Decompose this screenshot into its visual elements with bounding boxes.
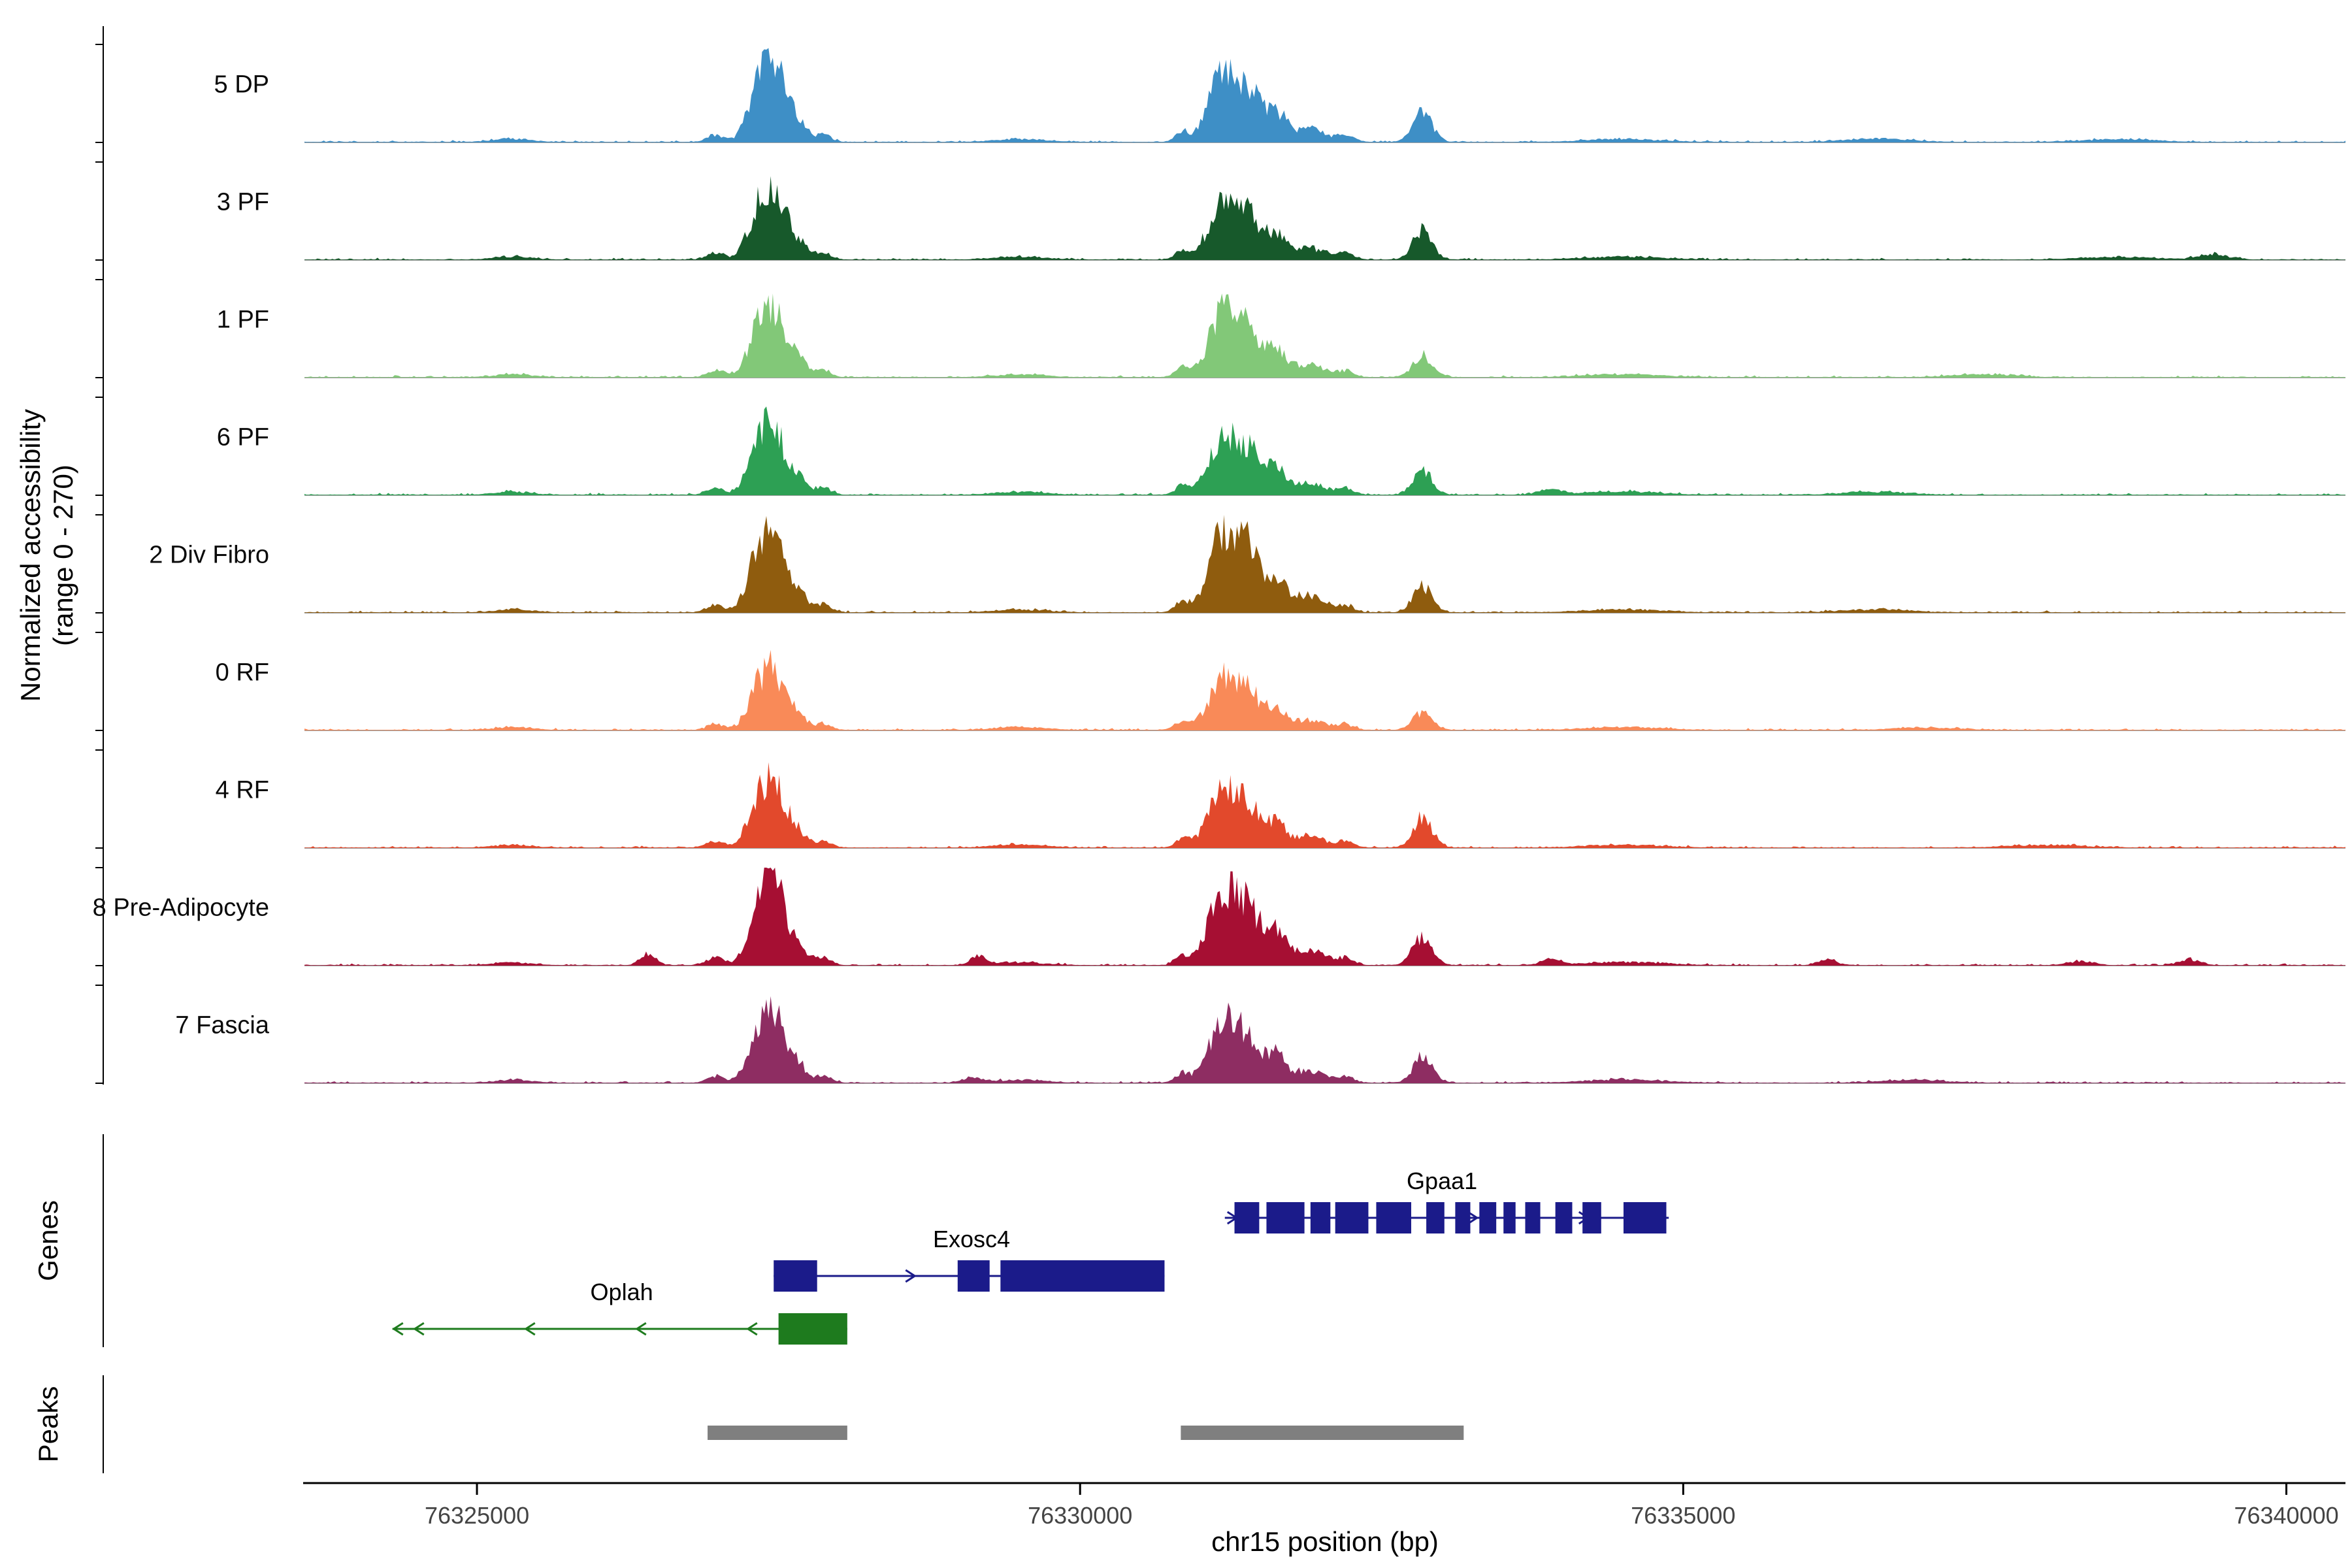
signal-track-plot [304,48,2345,143]
signal-track-plot [304,996,2345,1084]
signal-track-row: 6 PF [0,379,2352,497]
strand-arrow-icon [905,1269,917,1283]
exon-box [774,1260,817,1292]
strand-arrow-icon [1467,1211,1479,1225]
signal-track-plot [304,406,2345,496]
track-label: 7 Fascia [175,1011,269,1039]
signal-track-row: 2 Div Fibro [0,497,2352,614]
exon-box [1555,1202,1573,1233]
exon-box [1335,1202,1369,1233]
strand-arrow-icon [413,1322,425,1336]
signal-track-row: 3 PF [0,144,2352,261]
signal-area [304,515,2345,613]
gene-label: Oplah [591,1279,653,1305]
track-label: 1 PF [216,306,269,334]
signal-track-plot [304,868,2345,966]
exon-box [1000,1260,1165,1292]
exon-box [957,1260,990,1292]
signal-track-row: 0 RF [0,614,2352,732]
exon-box [1455,1202,1471,1233]
gene-model-oplah: Oplah [392,1279,847,1345]
exon-box [1525,1202,1541,1233]
signal-track-row: 7 Fascia [0,967,2352,1085]
strand-arrow-icon [524,1322,536,1336]
signal-area [304,48,2345,142]
signal-track-plot [304,649,2345,731]
x-tick-label: 76330000 [1028,1502,1132,1529]
strand-arrow-icon [392,1322,404,1336]
x-tick-label: 76325000 [425,1502,529,1529]
signal-track-plot [304,515,2345,613]
exon-box [1426,1202,1445,1233]
genes-track: Gpaa1 Exosc4 Oplah [392,1168,1669,1345]
strand-arrow-icon [746,1322,758,1336]
signal-area [304,868,2345,966]
gene-model-gpaa1: Gpaa1 [1224,1168,1669,1233]
signal-track-plot [304,293,2345,378]
exon-box [1479,1202,1497,1233]
signal-area [304,406,2345,495]
genes-section-label: Genes [33,1200,63,1281]
x-tick-label: 76335000 [1631,1502,1735,1529]
exon-box [1623,1202,1667,1233]
track-label: 4 RF [215,776,269,804]
signal-track-row: 5 DP [0,26,2352,144]
peaks-section-label: Peaks [33,1386,63,1463]
track-label: 2 Div Fibro [149,541,269,569]
strand-arrow-icon [635,1322,647,1336]
exon-box [778,1313,847,1345]
signal-area [304,176,2345,260]
signal-track-plot [304,176,2345,261]
tracks-y-axis-title-line2: (range 0 - 270) [48,465,78,646]
x-axis-title: chr15 position (bp) [1211,1526,1439,1557]
peak-region-bar [1181,1426,1464,1440]
exon-box [1310,1202,1331,1233]
track-label: 8 Pre-Adipocyte [92,894,269,922]
gene-model-exosc4: Exosc4 [774,1226,1165,1292]
exon-box [1582,1202,1601,1233]
gene-label: Gpaa1 [1407,1168,1477,1194]
track-label: 3 PF [216,188,269,216]
signal-track-row: 4 RF [0,732,2352,849]
signal-track-row: 8 Pre-Adipocyte [0,849,2352,967]
exon-box [1503,1202,1516,1233]
track-label: 0 RF [215,659,269,687]
peaks-track [708,1426,1464,1440]
tracks-y-axis-title: Normalized accessibility (range 0 - 270) [14,26,82,1085]
signal-tracks-area: 5 DP 3 PF 1 PF 6 PF 2 Div Fibro 0 RF 4 RF 8 Pre… [0,26,2352,1085]
tracks-y-axis-title-line1: Normalized accessibility [15,408,46,702]
exon-box [1266,1202,1305,1233]
x-tick-label: 76340000 [2234,1502,2338,1529]
track-label: 5 DP [214,71,269,99]
signal-track-plot [304,762,2345,849]
gene-label: Exosc4 [933,1226,1010,1252]
peak-region-bar [708,1426,847,1440]
signal-area [304,649,2345,730]
signal-area [304,762,2345,848]
exon-box [1234,1202,1260,1233]
signal-track-row: 1 PF [0,261,2352,379]
exon-box [1376,1202,1412,1233]
signal-area [304,293,2345,378]
signal-area [304,996,2345,1083]
track-label: 6 PF [216,423,269,451]
